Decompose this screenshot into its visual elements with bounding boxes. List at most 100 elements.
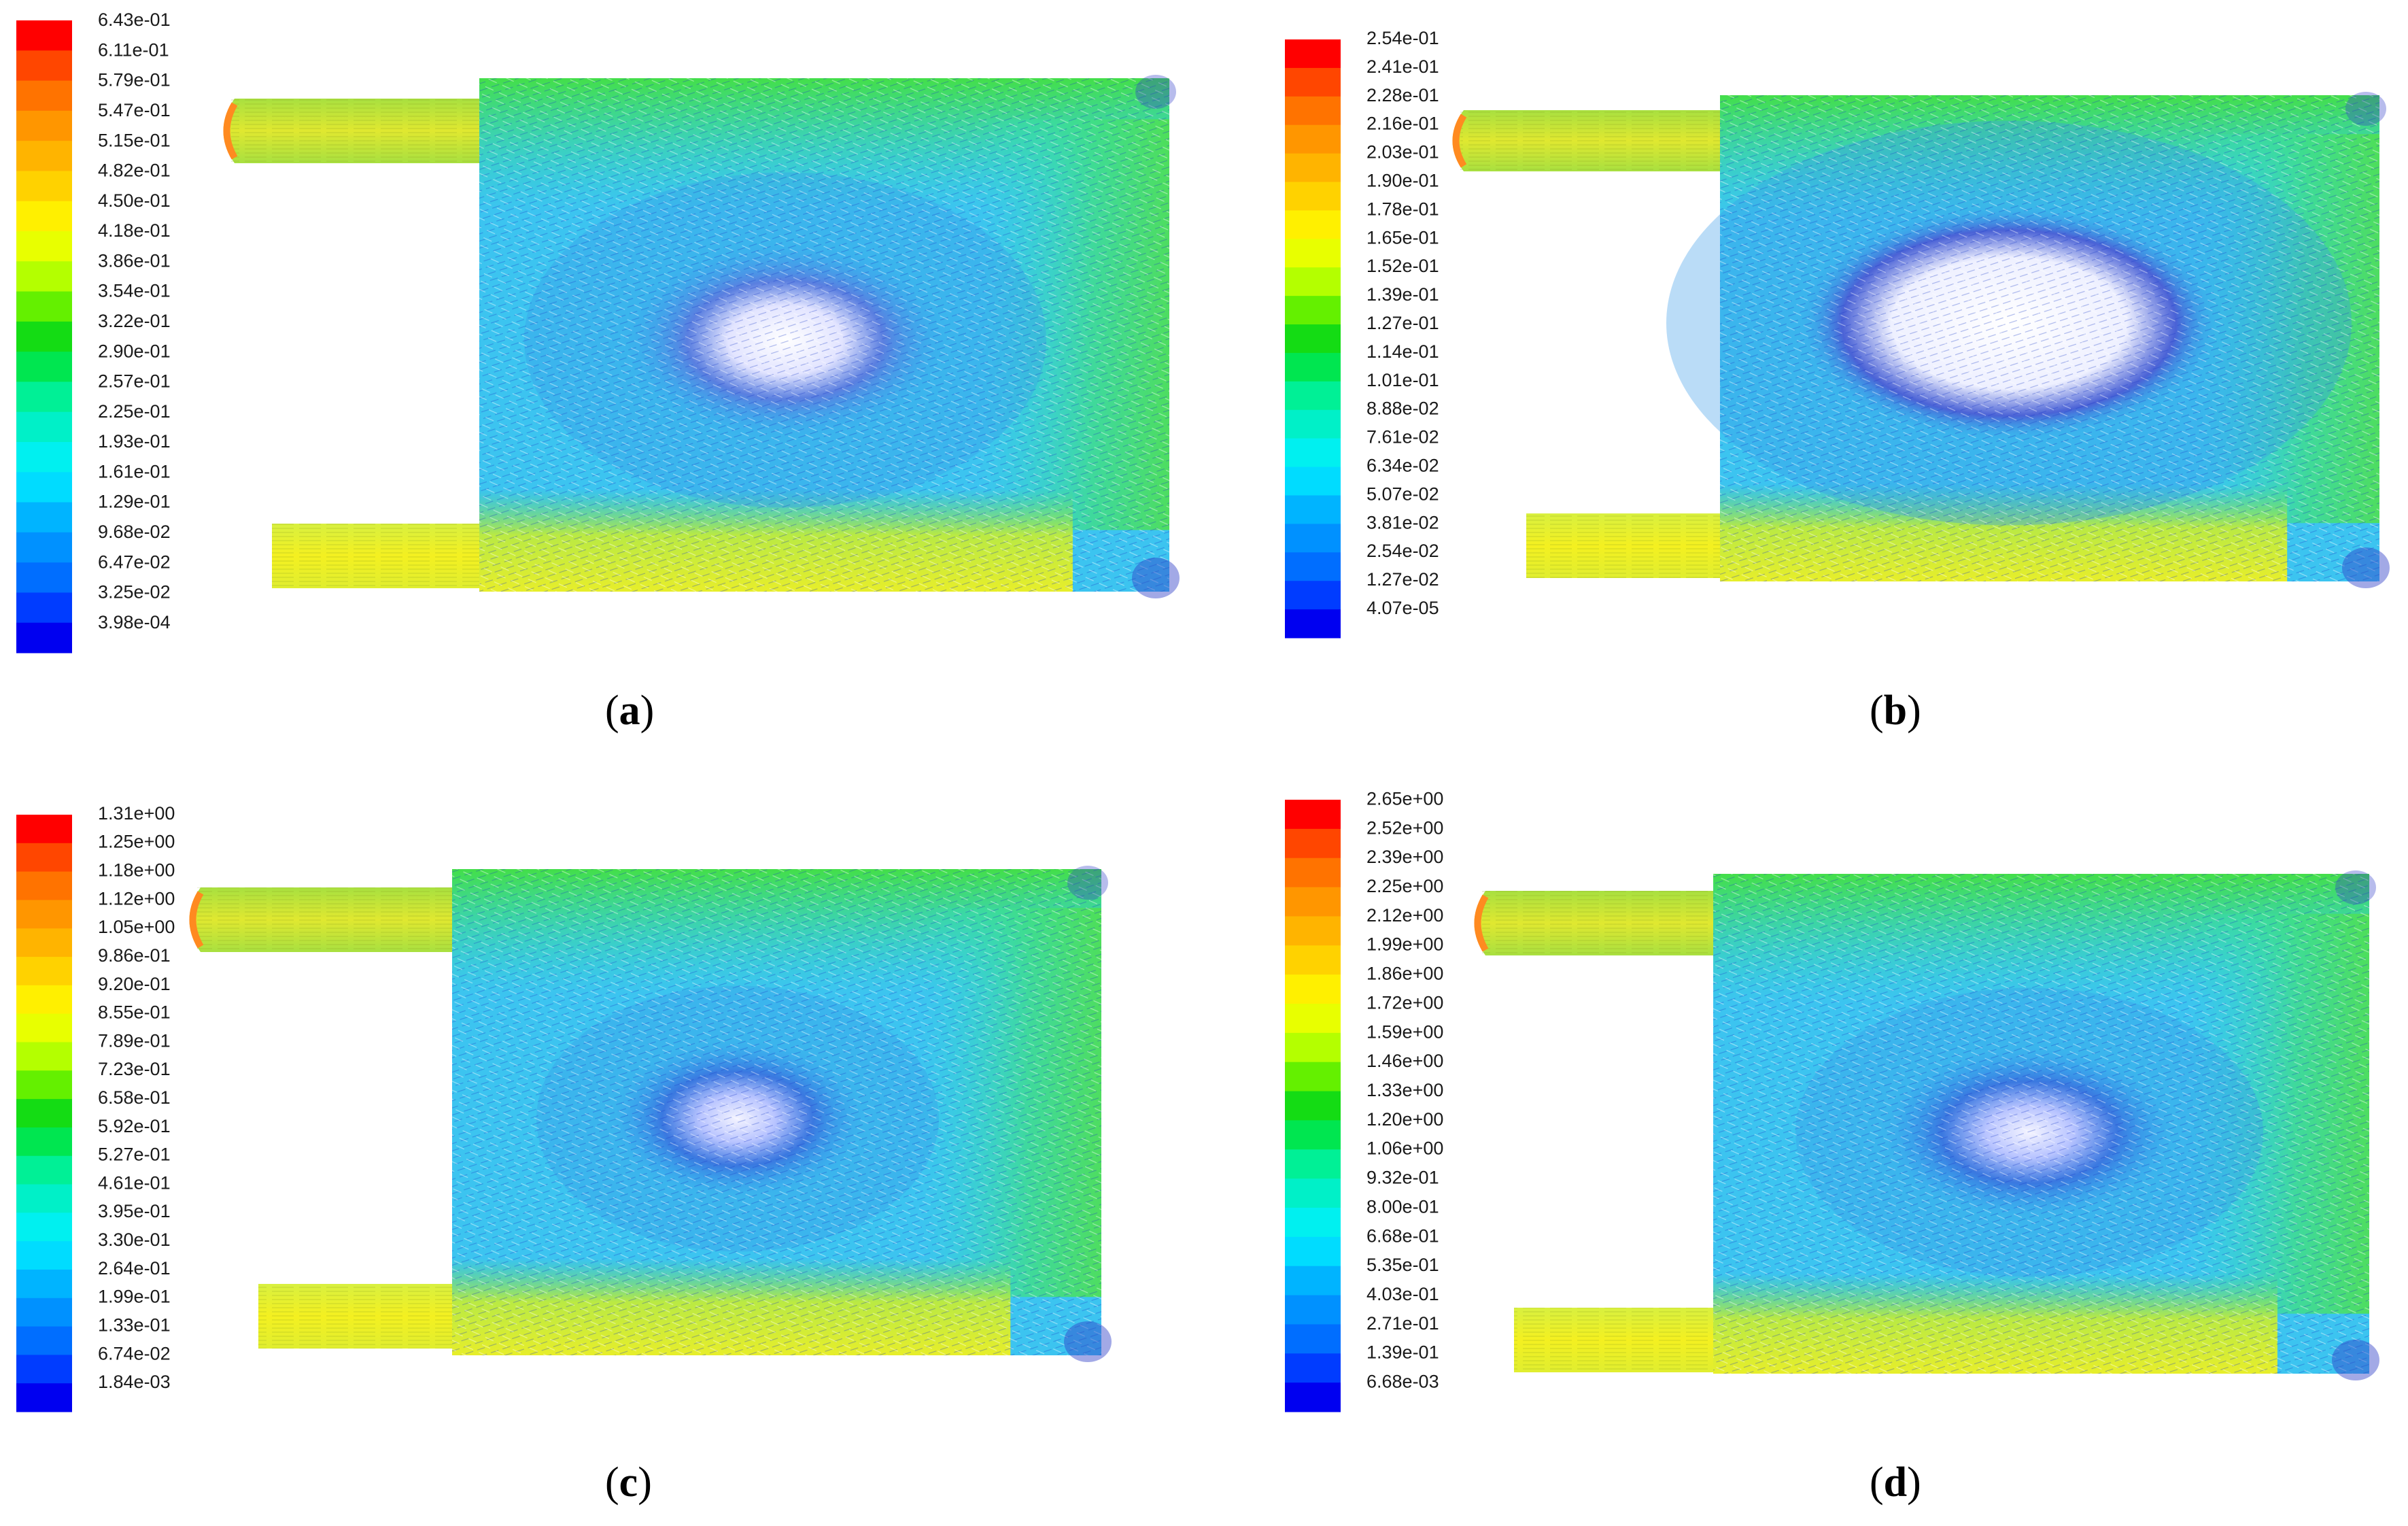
colorbar-swatch: [16, 20, 72, 51]
vector-field-panel: [1474, 870, 2379, 1380]
colorbar-swatch: [16, 1070, 72, 1100]
colorbar-swatch: [1285, 438, 1341, 468]
colorbar-tick-label: 4.18e-01: [98, 220, 171, 241]
caption-letter: a: [619, 688, 640, 734]
colorbar-tick-label: 2.65e+00: [1366, 788, 1443, 809]
corner-eddy: [2345, 92, 2386, 126]
colorbar-tick-label: 5.27e-01: [98, 1144, 171, 1165]
colorbar-tick-label: 1.33e+00: [1366, 1080, 1443, 1100]
colorbar-swatch: [16, 843, 72, 872]
colorbar-tick-label: 1.93e-01: [98, 431, 171, 452]
colorbar-swatch: [16, 1326, 72, 1355]
bottom-inlet-vectors: [1514, 1308, 1713, 1372]
top-inlet-vectors: [1482, 891, 1713, 955]
colorbar-tick-label: 4.07e-05: [1366, 598, 1439, 618]
colorbar-tick-label: 7.61e-02: [1366, 427, 1439, 447]
colorbar-swatch: [16, 1383, 72, 1412]
colorbar-swatch: [1285, 524, 1341, 553]
colorbar-tick-label: 2.41e-01: [1366, 56, 1439, 77]
colorbar-swatch: [16, 1013, 72, 1042]
colorbar-swatch: [16, 1269, 72, 1299]
colorbar-swatch: [16, 442, 72, 473]
colorbar-swatch: [16, 80, 72, 112]
top-inlet-vectors: [197, 887, 452, 952]
vector-texture-light: [452, 869, 1101, 1355]
colorbar-tick-label: 1.14e-01: [1366, 341, 1439, 362]
vector-texture-light: [1720, 95, 2379, 581]
colorbar-swatch: [16, 871, 72, 900]
corner-eddy: [2335, 870, 2376, 904]
colorbar-tick-label: 1.27e-01: [1366, 313, 1439, 333]
caption-open: (: [1870, 688, 1884, 734]
vector-field-panel: [223, 75, 1180, 598]
colorbar-tick-label: 1.86e+00: [1366, 964, 1443, 984]
colorbar-tick-label: 6.47e-02: [98, 552, 171, 572]
colorbar-swatch: [1285, 1324, 1341, 1354]
colorbar-tick-label: 1.31e+00: [98, 803, 175, 824]
colorbar-tick-label: 8.88e-02: [1366, 399, 1439, 419]
colorbar-swatch: [1285, 887, 1341, 917]
colorbar-tick-label: 2.03e-01: [1366, 142, 1439, 163]
colorbar-tick-label: 1.65e-01: [1366, 227, 1439, 248]
colorbar-swatch: [1285, 495, 1341, 524]
colorbar-swatch: [16, 985, 72, 1015]
colorbar-tick-label: 5.07e-02: [1366, 484, 1439, 504]
caption-close: ): [1907, 688, 1921, 734]
corner-eddy: [1067, 866, 1108, 900]
colorbar-swatch: [16, 110, 72, 141]
colorbar-swatch: [1285, 182, 1341, 211]
colorbar-swatch: [1285, 552, 1341, 581]
colorbar-swatch: [16, 291, 72, 322]
colorbar-tick-label: 5.92e-01: [98, 1116, 171, 1136]
colorbar-tick-label: 4.82e-01: [98, 160, 171, 181]
colorbar-swatch: [16, 50, 72, 82]
colorbar-swatch: [1285, 800, 1341, 830]
colorbar-swatch: [16, 957, 72, 986]
colorbar-legend: 6.43e-01 6.11e-01 5.79e-01 5.47e-01 5.15e-01…: [16, 10, 171, 654]
colorbar-tick-label: 1.33e-01: [98, 1315, 171, 1335]
colorbar-tick-label: 4.03e-01: [1366, 1284, 1439, 1304]
colorbar-tick-label: 3.81e-02: [1366, 512, 1439, 532]
colorbar-tick-label: 1.99e+00: [1366, 934, 1443, 955]
colorbar-swatch: [16, 171, 72, 202]
colorbar-tick-label: 8.00e-01: [1366, 1196, 1439, 1217]
colorbar-swatch: [1285, 381, 1341, 411]
colorbar-tick-label: 1.99e-01: [98, 1287, 171, 1307]
colorbar-tick-label: 1.29e-01: [98, 492, 171, 512]
colorbar-tick-label: 8.55e-01: [98, 1002, 171, 1023]
colorbar-swatch: [1285, 1208, 1341, 1238]
colorbar-swatch: [16, 201, 72, 232]
colorbar-tick-label: 2.16e-01: [1366, 114, 1439, 134]
colorbar-tick-label: 1.25e+00: [98, 832, 175, 852]
colorbar-swatch: [16, 231, 72, 262]
colorbar-swatch: [1285, 1353, 1341, 1383]
colorbar-tick-label: 1.39e-01: [1366, 284, 1439, 305]
colorbar-swatch: [1285, 581, 1341, 610]
caption-letter: d: [1884, 1459, 1907, 1506]
colorbar-swatch: [16, 261, 72, 292]
colorbar-tick-label: 1.84e-03: [98, 1372, 171, 1392]
colorbar-tick-label: 2.25e+00: [1366, 876, 1443, 896]
colorbar-swatch: [16, 1155, 72, 1185]
panel-caption: (a): [605, 688, 654, 734]
colorbar-swatch: [16, 352, 72, 382]
panel-caption: (c): [605, 1459, 652, 1506]
colorbar-swatch: [1285, 153, 1341, 183]
colorbar-tick-label: 2.64e-01: [98, 1258, 171, 1278]
colorbar-swatch: [1285, 124, 1341, 154]
caption-letter: b: [1884, 688, 1907, 734]
bottom-inlet-vectors: [1526, 513, 1720, 578]
colorbar-swatch: [1285, 1091, 1341, 1121]
colorbar-legend: 2.54e-01 2.41e-01 2.28e-01 2.16e-01 2.03e-01…: [1285, 28, 1439, 639]
colorbar-tick-label: 1.59e+00: [1366, 1021, 1443, 1042]
colorbar-swatch: [16, 411, 72, 443]
colorbar-tick-label: 6.74e-02: [98, 1343, 171, 1363]
colorbar-tick-label: 1.72e+00: [1366, 992, 1443, 1013]
colorbar-tick-label: 4.61e-01: [98, 1172, 171, 1193]
colorbar-swatch: [1285, 1236, 1341, 1267]
colorbar-tick-label: 2.54e-02: [1366, 541, 1439, 561]
colorbar-tick-label: 2.57e-01: [98, 371, 171, 392]
caption-open: (: [605, 1459, 619, 1506]
colorbar-tick-label: 2.90e-01: [98, 341, 171, 361]
